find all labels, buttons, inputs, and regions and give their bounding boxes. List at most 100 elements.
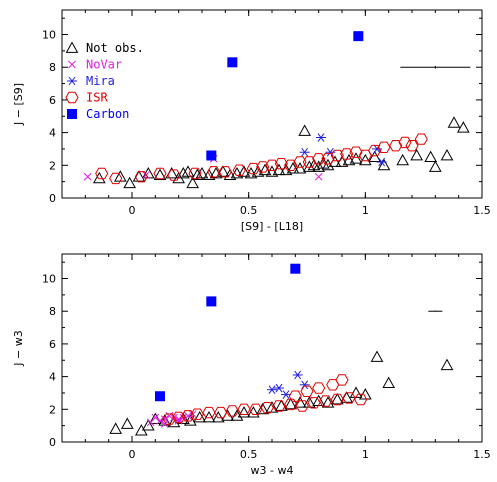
data-point: [258, 163, 272, 176]
series-isr: [162, 374, 368, 425]
data-point: [237, 406, 251, 418]
data-point: [316, 133, 326, 142]
data-point: [274, 399, 288, 411]
data-point: [312, 153, 326, 165]
data-point: [370, 350, 384, 362]
data-point: [123, 176, 137, 189]
chart-panel-2: 0 0.5 1 1.5 0 2 4 6 8 10 w3 - w4 J − w3: [12, 253, 491, 477]
chart-panel-1: 0 0.5 1 1.5 0 2 4 6 8 10 [S9] - [L18] J − [S9] Not o…: [12, 9, 491, 233]
data-point: [202, 406, 216, 419]
data-point: [330, 149, 344, 162]
data-point: [183, 414, 197, 426]
data-point: [65, 41, 79, 53]
data-point: [260, 402, 274, 414]
x-tick-label: 0: [129, 448, 136, 461]
data-point: [456, 121, 470, 133]
y-tick-label: 0: [49, 192, 56, 205]
series-not-obs-: [109, 350, 454, 436]
data-point: [353, 31, 364, 42]
data-point: [293, 162, 307, 174]
data-point: [167, 415, 181, 428]
data-point: [398, 136, 412, 149]
data-point: [109, 172, 123, 185]
data-point: [284, 398, 298, 411]
data-point: [251, 165, 265, 177]
data-point: [440, 358, 454, 371]
data-point: [256, 161, 270, 173]
y-tick-label: 10: [42, 273, 56, 286]
data-point: [424, 150, 438, 163]
legend-label: Carbon: [86, 107, 129, 121]
data-point: [307, 397, 321, 409]
error-bar: [428, 310, 443, 312]
data-point: [237, 403, 251, 415]
data-point: [237, 165, 251, 177]
legend-label: Not obs.: [86, 41, 144, 55]
x-axis-label: [S9] - [L18]: [241, 220, 303, 233]
data-point: [92, 171, 106, 184]
data-point: [223, 168, 237, 181]
data-point: [290, 263, 301, 274]
data-point: [319, 395, 333, 407]
x-tick-label: 1: [362, 448, 369, 461]
y-tick-label: 0: [49, 436, 56, 449]
data-point: [292, 370, 303, 380]
data-point: [358, 153, 372, 166]
x-axis-label: w3 - w4: [251, 464, 294, 477]
data-point: [321, 153, 335, 165]
data-point: [230, 166, 244, 179]
data-point: [95, 167, 109, 180]
y-tick-label: 8: [49, 305, 56, 318]
x-tick-label: 1: [362, 204, 369, 217]
data-point: [284, 159, 298, 171]
data-point: [298, 124, 312, 136]
data-point: [377, 158, 391, 171]
data-point: [284, 397, 298, 410]
data-point: [181, 410, 195, 422]
legend-label: Mira: [86, 74, 115, 88]
legend-label: NoVar: [86, 58, 122, 72]
data-point: [368, 144, 382, 157]
data-point: [302, 160, 316, 172]
data-point: [389, 140, 403, 152]
data-point: [272, 400, 286, 412]
data-point: [172, 411, 186, 424]
data-point: [440, 148, 454, 161]
data-point: [232, 164, 246, 176]
data-point: [396, 153, 410, 166]
data-point: [151, 413, 160, 422]
data-point: [295, 400, 309, 412]
data-point: [330, 392, 344, 405]
data-point: [299, 380, 310, 390]
y-tick-label: 6: [49, 94, 56, 107]
x-tick-label: 0: [129, 204, 136, 217]
data-point: [377, 141, 391, 153]
data-point: [405, 140, 419, 152]
data-point: [293, 396, 307, 408]
x-tick-label: 1.5: [473, 448, 491, 461]
data-point: [272, 163, 286, 176]
data-point: [195, 166, 209, 179]
y-tick-label: 8: [49, 61, 56, 74]
data-point: [330, 393, 344, 406]
data-point: [312, 382, 326, 394]
series-not-obs-: [92, 116, 470, 189]
data-point: [281, 390, 291, 399]
data-point: [158, 414, 172, 426]
data-point: [246, 162, 260, 175]
data-point: [265, 401, 279, 413]
plot-frame: [61, 253, 483, 443]
series-carbon: [155, 263, 301, 402]
data-point: [314, 172, 323, 181]
data-point: [227, 57, 238, 68]
data-point: [83, 172, 92, 181]
data-point: [176, 166, 190, 179]
data-point: [249, 403, 263, 415]
data-point: [141, 419, 155, 431]
data-point: [207, 166, 221, 178]
data-point: [153, 168, 167, 181]
data-point: [354, 393, 368, 406]
x-tick-label: 0.5: [240, 448, 258, 461]
legend-label: ISR: [86, 91, 108, 105]
